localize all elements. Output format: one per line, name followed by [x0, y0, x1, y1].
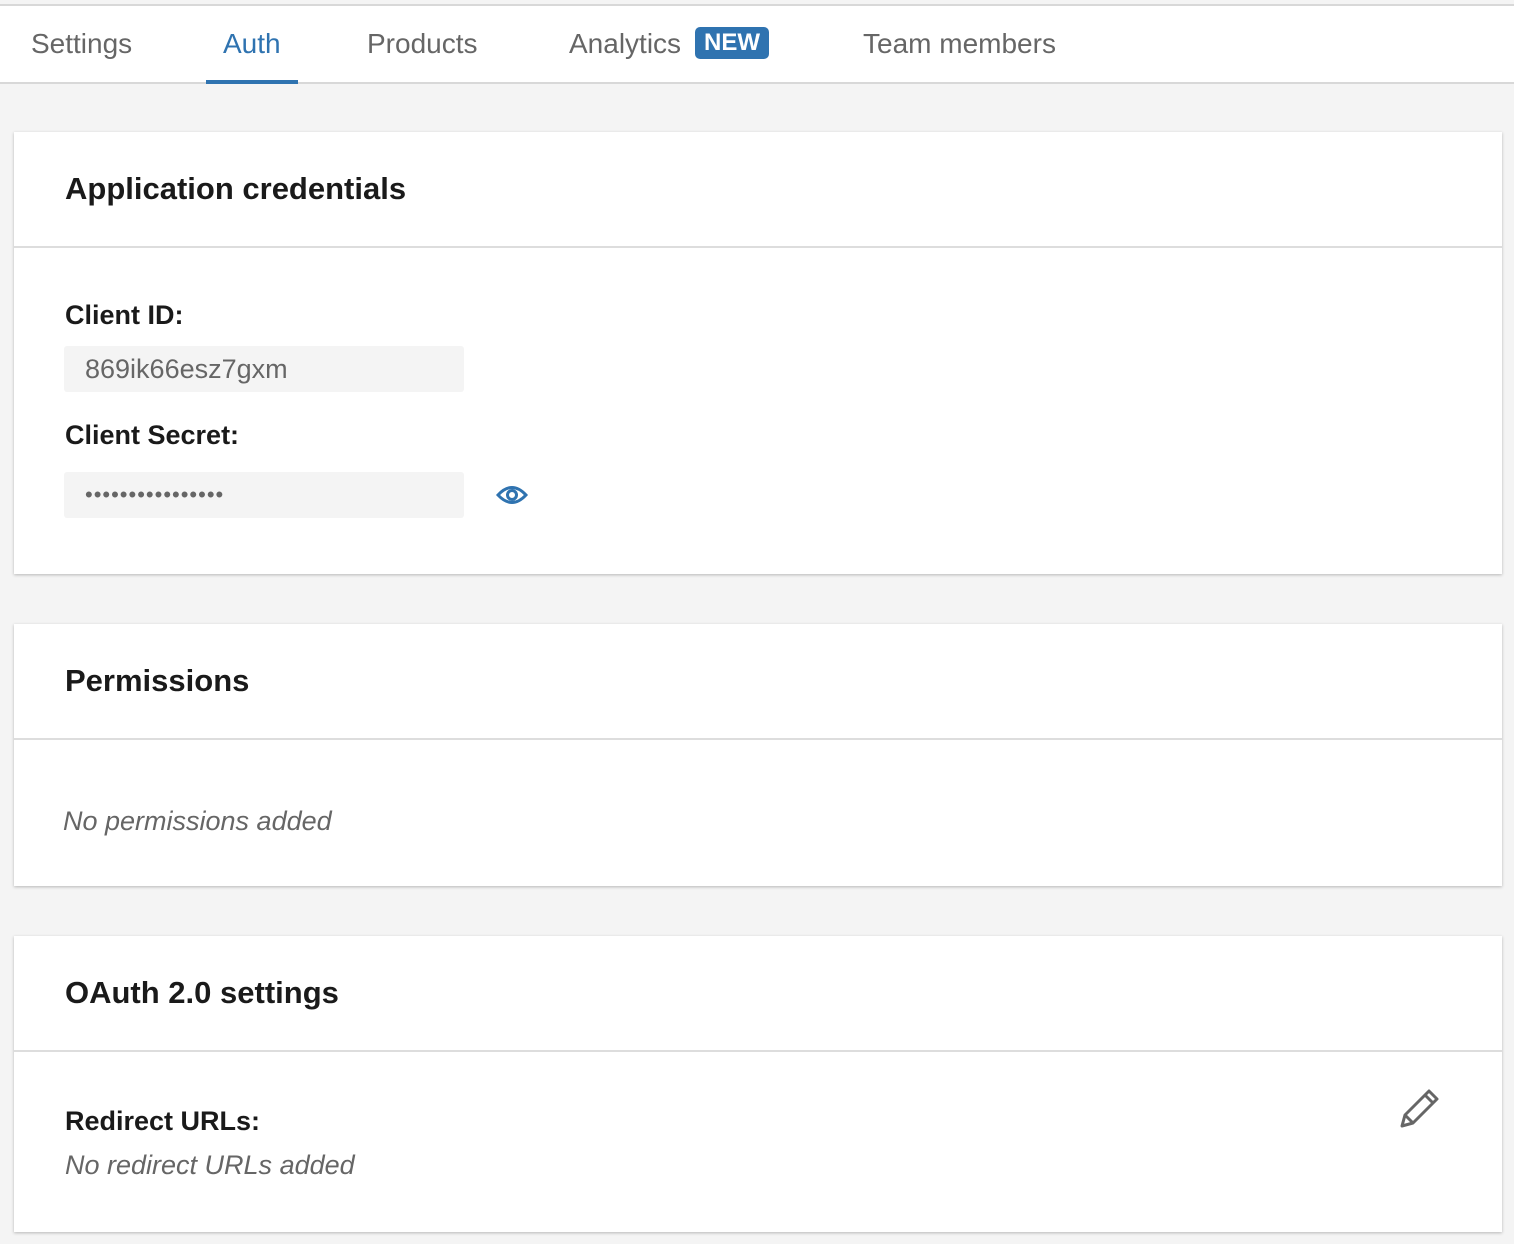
- oauth-settings-card: OAuth 2.0 settings Redirect URLs: No red…: [14, 936, 1502, 1232]
- no-redirect-urls-text: No redirect URLs added: [65, 1150, 355, 1180]
- pencil-icon[interactable]: [1398, 1086, 1442, 1135]
- client-id-field[interactable]: 869ik66esz7gxm: [64, 346, 464, 392]
- redirect-urls-label: Redirect URLs:: [65, 1106, 261, 1136]
- top-divider: [0, 4, 1514, 6]
- tab-auth[interactable]: Auth: [206, 6, 298, 84]
- permissions-card: Permissions No permissions added: [14, 624, 1502, 886]
- tab-analytics[interactable]: Analytics NEW: [569, 6, 770, 84]
- tab-analytics-label: Analytics: [569, 28, 682, 59]
- tab-settings[interactable]: Settings: [31, 28, 133, 59]
- client-secret-label: Client Secret:: [65, 420, 240, 450]
- card-title: Application credentials: [14, 132, 1502, 248]
- tab-products[interactable]: Products: [367, 28, 478, 59]
- card-title: Permissions: [14, 624, 1502, 740]
- new-badge: NEW: [695, 26, 770, 59]
- tab-bar: Settings Auth Products Analytics NEW Team…: [0, 6, 1514, 84]
- no-permissions-text: No permissions added: [63, 806, 332, 836]
- card-title: OAuth 2.0 settings: [14, 936, 1502, 1052]
- client-secret-field[interactable]: ••••••••••••••••: [64, 472, 464, 518]
- eye-icon[interactable]: [495, 482, 529, 513]
- client-id-label: Client ID:: [65, 300, 184, 330]
- application-credentials-card: Application credentials Client ID: 869ik…: [14, 132, 1502, 574]
- tab-team-members[interactable]: Team members: [863, 28, 1056, 59]
